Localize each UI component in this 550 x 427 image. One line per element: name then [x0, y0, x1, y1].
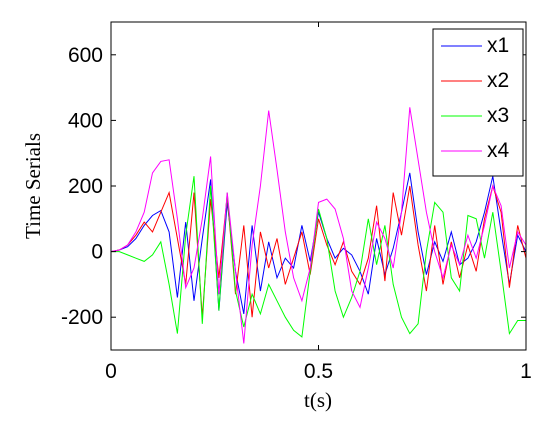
y-tick-label: 200 [68, 175, 103, 198]
x-tick-label: 1 [520, 360, 532, 383]
y-axis-label: Time Serials [21, 133, 45, 239]
legend-label-x2: x2 [487, 69, 509, 92]
legend: x1 x2 x3 x4 [432, 28, 524, 177]
x-axis-label: t(s) [304, 388, 332, 412]
series-line-x3 [111, 176, 526, 338]
series-line-x4 [110, 107, 527, 344]
legend-label-x4: x4 [487, 139, 510, 162]
y-tick-label: 600 [68, 44, 103, 67]
series-layer [110, 107, 527, 344]
legend-label-x1: x1 [487, 34, 509, 57]
legend-box [432, 28, 524, 177]
series-line-x2 [110, 184, 527, 318]
legend-label-x3: x3 [487, 104, 509, 127]
y-tick-label: 0 [91, 241, 103, 264]
y-tick-label: 400 [68, 109, 103, 132]
y-tick-label: -200 [61, 306, 103, 329]
x-tick-label: 0 [105, 360, 117, 383]
ticks-layer: 0 0.5 1 -200 0 200 400 600 [61, 22, 532, 383]
x-tick-label: 0.5 [304, 360, 333, 383]
